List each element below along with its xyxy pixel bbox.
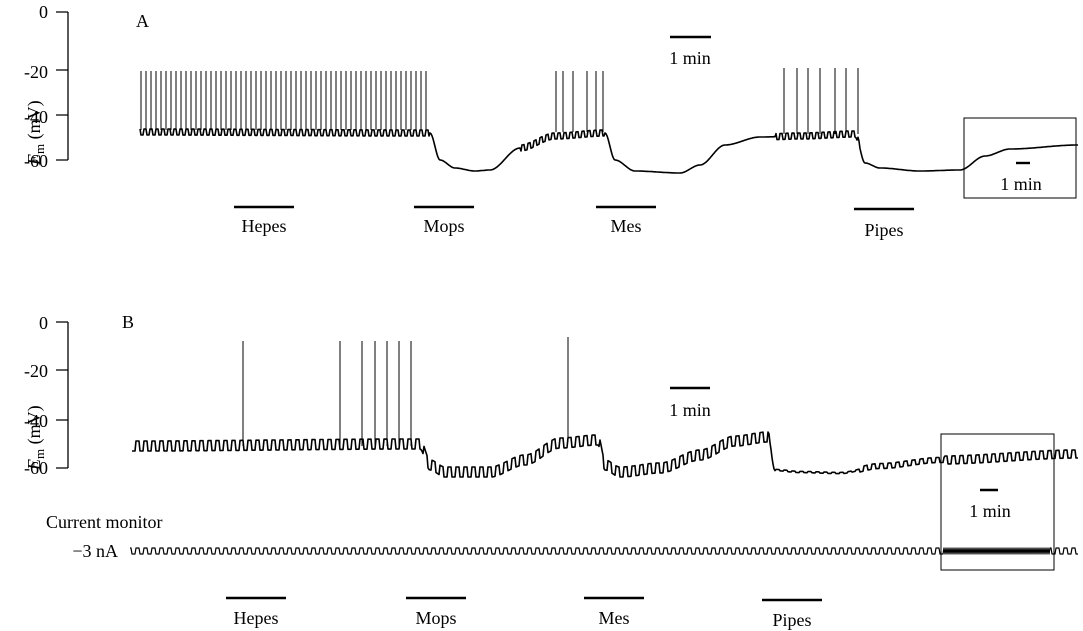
panel-a-spikes — [140, 68, 859, 134]
panel-b-inset-scale-label: 1 min — [969, 501, 1011, 521]
panel-a-y-axis-label: Em (mV) — [24, 100, 47, 166]
panel-b-mes-label: Mes — [599, 608, 630, 628]
current-monitor-label: Current monitor — [46, 512, 162, 532]
panel-a-y-axis — [56, 11, 69, 161]
panel-b-scale-label: 1 min — [669, 400, 711, 420]
panel-b-spikes — [242, 337, 569, 446]
panel-b-label: B — [122, 312, 134, 332]
panel-a-ytick-0: 0 — [39, 2, 48, 22]
panel-b-y-axis-label: Em (mV) — [24, 405, 47, 471]
panel-b-membrane-trace — [132, 431, 1078, 478]
panel-b-y-axis — [56, 321, 69, 469]
current-monitor-trace — [130, 547, 1078, 555]
panel-a-pipes-label: Pipes — [864, 220, 903, 240]
panel-a-hepes-label: Hepes — [242, 216, 287, 236]
panel-a-scale-label: 1 min — [669, 48, 711, 68]
panel-a-mops-label: Mops — [423, 216, 464, 236]
panel-a: A 0 -20 -40 -60 Em (mV) 1 min 1 min Hepe… — [24, 2, 1078, 240]
panel-a-ytick-60: -60 — [24, 151, 48, 171]
panel-b-ytick-40: -40 — [24, 411, 48, 431]
panel-b-hepes-label: Hepes — [234, 608, 279, 628]
panel-a-inset-scale-label: 1 min — [1000, 174, 1042, 194]
panel-b-ytick-20: -20 — [24, 361, 48, 381]
panel-b-pipes-label: Pipes — [772, 610, 811, 630]
panel-b-ytick-60: -60 — [24, 458, 48, 478]
panel-a-membrane-trace — [139, 128, 1078, 174]
current-level-label: −3 nA — [72, 541, 118, 561]
panel-b: B 0 -20 -40 -60 Em (mV) 1 min 1 min Curr… — [24, 312, 1078, 630]
panel-b-ytick-0: 0 — [39, 313, 48, 333]
panel-a-ytick-40: -40 — [24, 107, 48, 127]
panel-a-ytick-20: -20 — [24, 62, 48, 82]
panel-a-inset-box — [963, 117, 1077, 199]
panel-a-label: A — [136, 11, 149, 31]
panel-b-mops-label: Mops — [415, 608, 456, 628]
panel-b-inset-box — [940, 433, 1055, 571]
panel-a-mes-label: Mes — [611, 216, 642, 236]
